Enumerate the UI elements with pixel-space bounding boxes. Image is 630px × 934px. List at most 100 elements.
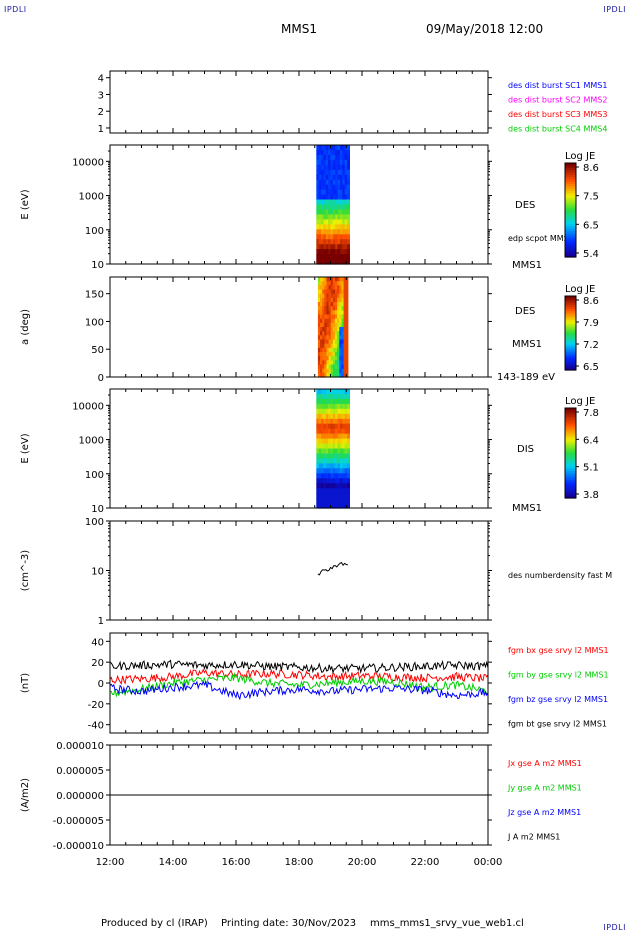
heatmap-cell xyxy=(318,204,322,211)
heatmap-cell xyxy=(330,438,334,445)
heatmap-cell xyxy=(320,368,323,374)
heatmap-cell xyxy=(339,277,342,282)
heatmap-cell xyxy=(328,297,332,303)
heatmap-cell xyxy=(345,289,349,295)
heatmap-cell xyxy=(330,468,334,474)
heatmap-cell xyxy=(337,189,341,196)
colorbar-cell xyxy=(565,323,576,327)
heatmap-cell xyxy=(326,331,330,336)
heatmap-cell xyxy=(316,448,320,455)
heatmap-cell xyxy=(344,244,348,250)
heatmap-cell xyxy=(323,145,327,151)
heatmap-cell xyxy=(341,356,345,361)
heatmap-cell xyxy=(345,372,349,378)
heatmap-cell xyxy=(337,347,340,353)
heatmap-cell xyxy=(332,503,336,509)
y-tick-label: 40 xyxy=(91,637,104,648)
colorbar-cell xyxy=(565,240,576,244)
heatmap-cell xyxy=(330,310,334,316)
heatmap-cell xyxy=(347,169,350,176)
heatmap-cell xyxy=(335,219,339,225)
heatmap-cell xyxy=(321,214,325,220)
colorbar-cell xyxy=(565,181,576,185)
heatmap-cell xyxy=(340,239,343,245)
colorbar-cell xyxy=(565,308,576,312)
heatmap-cell xyxy=(343,331,347,336)
heatmap-cell xyxy=(332,327,336,332)
heatmap-cell xyxy=(325,408,329,415)
heatmap-cell xyxy=(326,306,330,311)
heatmap-cell xyxy=(332,398,336,405)
colorbar-cell xyxy=(565,321,576,325)
colorbar-cell xyxy=(565,184,576,188)
heatmap-cell xyxy=(332,394,336,400)
heatmap-cell xyxy=(317,310,321,316)
heatmap-cell xyxy=(318,389,322,395)
heatmap-cell xyxy=(332,169,336,176)
colorbar-cell xyxy=(565,477,576,481)
heatmap-cell xyxy=(335,249,339,255)
heatmap-cell xyxy=(335,493,339,499)
heatmap-cell xyxy=(335,327,338,332)
heatmap-cell xyxy=(328,219,332,225)
heatmap-cell xyxy=(340,458,343,464)
heatmap-cell xyxy=(330,145,334,151)
y-tick-label: 50 xyxy=(91,345,104,356)
heatmap-cell xyxy=(343,327,347,332)
colorbar-cell xyxy=(565,233,576,237)
heatmap-cell xyxy=(332,352,336,357)
heatmap-cell xyxy=(335,448,339,455)
heatmap-cell xyxy=(325,423,329,430)
heatmap-cell xyxy=(335,224,339,230)
heatmap-cell xyxy=(337,314,340,320)
heatmap-cell xyxy=(325,418,329,425)
heatmap-cell xyxy=(330,150,334,156)
heatmap-cell xyxy=(328,403,332,410)
heatmap-cell xyxy=(324,352,327,357)
heatmap-cell xyxy=(321,473,325,479)
heatmap-cell xyxy=(330,249,334,255)
heatmap-cell xyxy=(340,229,343,235)
colorbar-frame xyxy=(564,162,577,258)
heatmap-cell xyxy=(320,306,323,311)
colorbar-cell xyxy=(565,163,576,166)
heatmap-cell xyxy=(325,219,329,225)
heatmap-cell xyxy=(343,289,347,295)
heatmap-cell xyxy=(320,277,323,282)
colorbar-cell xyxy=(565,340,576,343)
heatmap-cell xyxy=(342,398,346,405)
right-label: DES xyxy=(515,306,535,317)
heatmap-cell xyxy=(335,364,338,370)
heatmap-cell xyxy=(317,302,321,307)
y-tick-label: 0.000010 xyxy=(56,741,104,752)
heatmap-cell xyxy=(324,322,327,328)
heatmap-cell xyxy=(339,352,342,357)
heatmap-cell xyxy=(347,184,350,191)
heatmap-cell xyxy=(337,164,341,171)
heatmap-cell xyxy=(316,403,320,410)
heatmap-cell xyxy=(345,277,349,282)
heatmap-cell xyxy=(343,318,347,324)
heatmap-cell xyxy=(337,433,341,440)
heatmap-cell xyxy=(328,352,332,357)
heatmap-cell xyxy=(345,306,349,311)
colorbar-cell xyxy=(565,439,576,443)
heatmap-cell xyxy=(337,254,341,260)
colorbar-cell xyxy=(565,495,576,499)
colorbar-cell xyxy=(565,333,576,336)
heatmap-cell xyxy=(342,453,346,460)
heatmap-cell xyxy=(344,164,348,171)
heatmap-cell xyxy=(322,368,325,374)
heatmap-cell xyxy=(332,318,336,324)
heatmap-cell xyxy=(328,322,332,328)
heatmap-cell xyxy=(323,428,327,435)
heatmap-cell xyxy=(323,408,327,415)
heatmap-cell xyxy=(345,347,349,353)
colorbar-cell xyxy=(565,453,576,456)
heatmap-cell xyxy=(325,438,329,445)
heatmap-cell xyxy=(340,179,343,186)
heatmap-cell xyxy=(335,234,339,240)
heatmap-cell xyxy=(325,244,329,250)
heatmap-cell xyxy=(335,498,339,504)
colorbar-cell xyxy=(565,471,576,474)
